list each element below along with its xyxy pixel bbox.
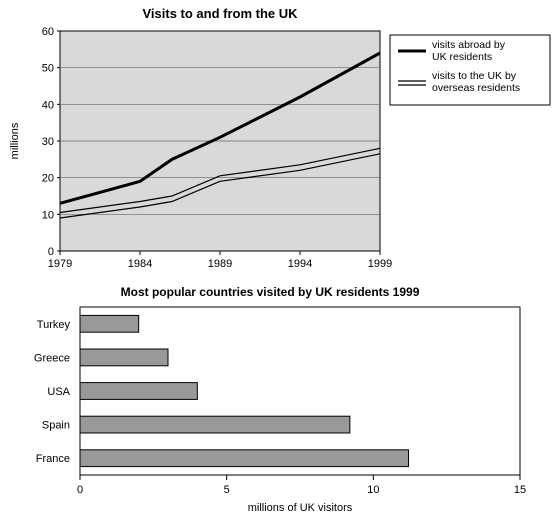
legend-label-1: visits to the UK byoverseas residents: [432, 70, 520, 94]
bar-turkey: [80, 315, 139, 332]
y-tick-label: 10: [42, 209, 54, 221]
x-axis-label: millions of UK visitors: [248, 502, 353, 514]
y-tick-label: 60: [42, 26, 54, 38]
y-tick-label: 40: [42, 99, 54, 111]
x-tick-label: 1999: [368, 258, 392, 270]
x-tick-label: 10: [367, 484, 379, 496]
x-tick-label: 1989: [208, 258, 232, 270]
bar-label: Turkey: [37, 319, 71, 331]
x-tick-label: 1984: [128, 258, 152, 270]
bar-greece: [80, 349, 168, 366]
x-tick-label: 0: [77, 484, 83, 496]
bar-label: France: [36, 453, 70, 465]
x-tick-label: 5: [224, 484, 230, 496]
bar-label: USA: [47, 386, 70, 398]
bar-chart-title: Most popular countries visited by UK res…: [60, 285, 480, 299]
bar-label: Spain: [42, 420, 70, 432]
x-tick-label: 15: [514, 484, 526, 496]
bar-chart: Turkey Greece USA Spain France 0 5 10 15 millions…: [0, 299, 560, 519]
y-axis-label: millions: [9, 122, 21, 159]
y-tick-label: 50: [42, 63, 54, 75]
bar-usa: [80, 383, 197, 400]
y-tick-label: 0: [48, 246, 54, 258]
y-tick-label: 20: [42, 173, 54, 185]
line-chart-title: Visits to and from the UK: [40, 6, 400, 21]
line-chart: 0 10 20 30 40 50 60 1979 1984 1989 1994 1999 million…: [0, 21, 560, 281]
bar-label: Greece: [34, 352, 70, 364]
x-tick-label: 1994: [288, 258, 312, 270]
x-tick-label: 1979: [48, 258, 72, 270]
y-tick-label: 30: [42, 136, 54, 148]
bar-france: [80, 450, 409, 467]
bar-spain: [80, 416, 350, 433]
